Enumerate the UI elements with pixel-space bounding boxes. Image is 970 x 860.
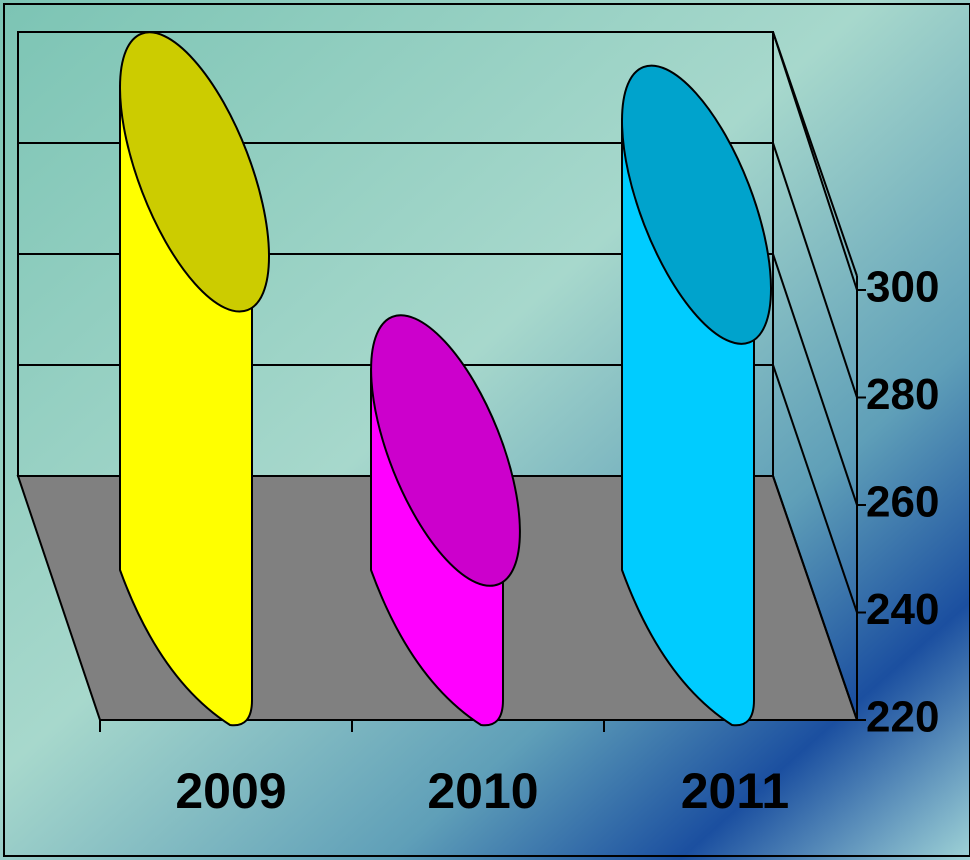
bar-top xyxy=(370,314,521,587)
bar xyxy=(621,117,755,727)
y-tick-label: 300 xyxy=(866,263,939,312)
side-grid-line xyxy=(772,253,858,506)
x-tick-label: 2009 xyxy=(175,763,286,819)
chart-border xyxy=(3,3,970,857)
bar-top xyxy=(621,64,772,345)
bar xyxy=(119,84,253,727)
side-grid-line xyxy=(772,475,858,721)
x-tick-label: 2011 xyxy=(681,763,789,819)
side-grid-line xyxy=(772,364,858,613)
y-tick-label: 260 xyxy=(866,478,939,527)
x-tick-label: 2010 xyxy=(427,763,538,819)
y-tick-label: 280 xyxy=(866,370,939,419)
y-tick-label: 240 xyxy=(866,585,939,634)
bar-top xyxy=(118,31,271,313)
side-grid-line xyxy=(772,142,858,398)
y-tick-label: 220 xyxy=(866,693,939,742)
side-grid-line xyxy=(772,31,858,291)
